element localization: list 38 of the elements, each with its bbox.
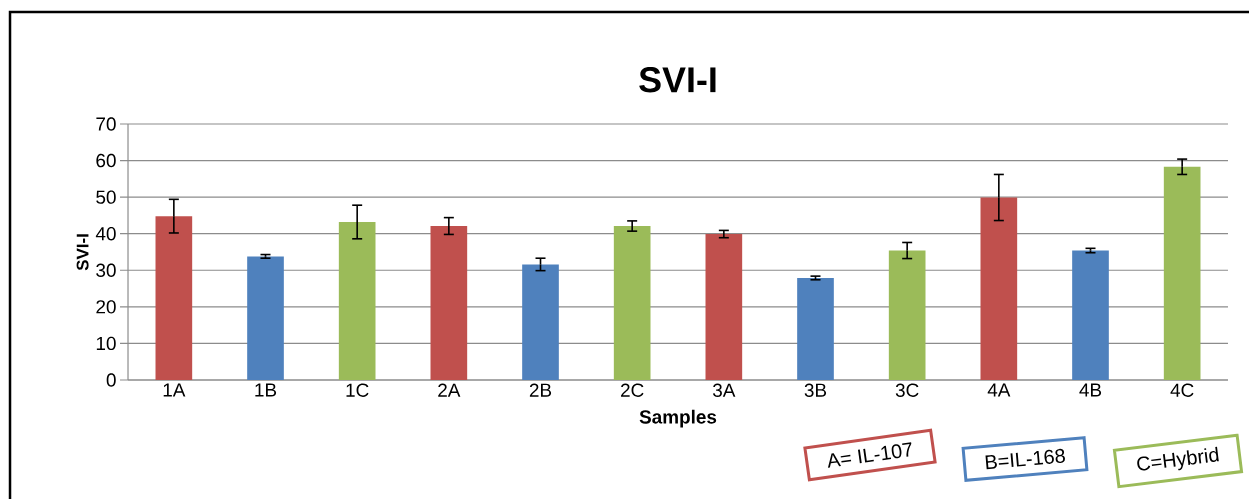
bar	[797, 277, 834, 380]
y-tick-label: 70	[96, 117, 116, 131]
bar	[980, 197, 1018, 380]
bar	[1163, 166, 1201, 380]
bar	[1072, 250, 1109, 380]
x-tick-label: 1A	[163, 383, 186, 397]
x-tick-label: 3B	[804, 383, 827, 397]
x-tick-label: 2C	[621, 383, 644, 397]
x-tick-label: 2A	[438, 383, 461, 397]
bar	[338, 222, 376, 380]
x-tick-label: 4C	[1170, 383, 1194, 397]
y-tick-label: 0	[106, 373, 116, 387]
bar	[430, 226, 468, 380]
y-tick-label: 40	[95, 227, 116, 241]
y-axis-title: SVI-I	[76, 234, 89, 271]
text: C=Hybrid	[1137, 446, 1219, 471]
text: A= IL-107	[827, 442, 912, 468]
x-tick-label: 3A	[712, 383, 736, 397]
bar	[888, 250, 926, 380]
chart-title: SVI-I	[639, 67, 716, 93]
bar	[522, 264, 559, 380]
x-tick-label: 1C	[346, 383, 369, 397]
y-tick-label: 20	[96, 300, 116, 314]
bar	[705, 234, 743, 380]
x-tick-label: 4A	[987, 383, 1011, 397]
y-tick-label: 10	[96, 336, 116, 351]
bar	[613, 226, 651, 380]
x-axis-title: Samples	[639, 409, 717, 428]
x-tick-label: 2B	[529, 383, 552, 397]
y-tick-label: 30	[96, 263, 116, 277]
bar	[155, 216, 193, 380]
bar	[247, 256, 284, 380]
x-tick-label: 4B	[1079, 383, 1102, 397]
x-tick-label: 1B	[255, 383, 277, 397]
x-tick-label: 3C	[895, 383, 919, 397]
y-tick-label: 60	[96, 153, 116, 168]
text: B=IL-168	[985, 448, 1065, 470]
y-tick-label: 50	[96, 190, 116, 204]
